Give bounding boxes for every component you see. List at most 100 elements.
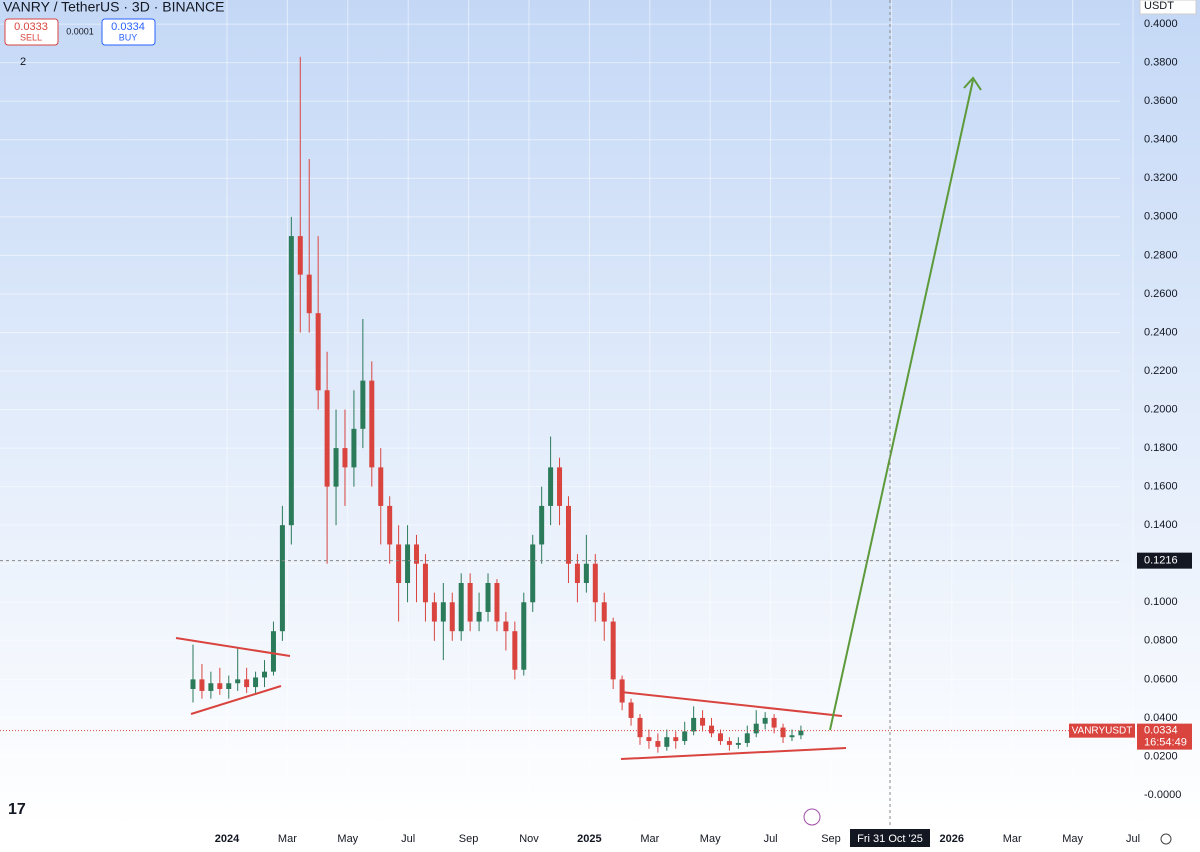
- x-tick-label: Sep: [821, 833, 841, 845]
- candle-body: [467, 583, 473, 622]
- candle-body: [208, 683, 214, 691]
- x-tick-label: Mar: [278, 833, 297, 845]
- candle-body: [628, 702, 634, 718]
- candle-body: [297, 236, 303, 275]
- candle-body: [780, 727, 786, 738]
- x-tick-label: May: [337, 833, 358, 845]
- candle-body: [494, 583, 500, 622]
- candle-body: [226, 683, 232, 690]
- price-tag: [1137, 723, 1192, 750]
- symbol-tag: [1069, 723, 1135, 738]
- candle-body: [342, 448, 348, 468]
- settings-icon[interactable]: [1160, 833, 1172, 845]
- y-tick-label: 0.1600: [1144, 481, 1178, 493]
- candle-body: [548, 467, 554, 506]
- crosshair-time: Fri 31 Oct '25: [857, 833, 923, 845]
- candle-body: [700, 717, 706, 726]
- candle-body: [753, 723, 759, 734]
- x-tick-label: May: [700, 833, 721, 845]
- candle-body: [431, 602, 437, 622]
- x-tick-label: Mar: [1003, 833, 1022, 845]
- candle-body: [235, 679, 241, 684]
- y-tick-label: 0.2800: [1144, 249, 1178, 261]
- candle-body: [458, 583, 464, 632]
- candle-body: [396, 544, 402, 584]
- sell-label: SELL: [20, 32, 42, 42]
- x-tick-label: 2026: [940, 833, 964, 845]
- x-tick-label: Jul: [764, 833, 778, 845]
- x-tick-label: Mar: [640, 833, 659, 845]
- symbol-tag-text: VANRYUSDT: [1072, 725, 1133, 736]
- candle-body: [360, 380, 366, 429]
- candle-body: [262, 671, 268, 678]
- y-tick-label: 0.0400: [1144, 712, 1178, 724]
- candle-body: [637, 717, 643, 738]
- candle-body: [592, 563, 598, 603]
- y-tick-label: 0.3200: [1144, 172, 1178, 184]
- candle-body: [682, 731, 688, 742]
- buy-button[interactable]: [101, 18, 156, 46]
- candle-body: [691, 717, 697, 732]
- lightning-icon[interactable]: [803, 808, 821, 826]
- candle-body: [664, 737, 670, 747]
- currency-button[interactable]: [1139, 0, 1197, 15]
- currency: USDT: [1144, 0, 1174, 12]
- crosshair-price: 0.1216: [1144, 555, 1178, 567]
- x-tick-label: Nov: [519, 833, 539, 845]
- y-tick-label: 0.4000: [1144, 18, 1178, 30]
- candle-body: [315, 313, 321, 391]
- candle-body: [449, 602, 455, 632]
- x-tick-label: 2024: [215, 833, 240, 845]
- y-tick-label: 0.1000: [1144, 596, 1178, 608]
- candle-body: [771, 717, 777, 728]
- plot-bg: [0, 0, 1200, 827]
- sell-price: 0.0333: [14, 21, 48, 33]
- x-tick-label: Jul: [1126, 833, 1140, 845]
- y-tick-label: -0.0000: [1144, 789, 1181, 801]
- crosshair-price-tag: [1137, 552, 1192, 569]
- y-tick-label: 0.2400: [1144, 326, 1178, 338]
- x-tick-label: Sep: [459, 833, 479, 845]
- price-tag-text: 0.0334: [1144, 725, 1178, 737]
- candle-body: [387, 505, 393, 545]
- x-tick-label: Jul: [401, 833, 415, 845]
- candle-body: [583, 563, 589, 584]
- y-tick-label: 0.1400: [1144, 519, 1178, 531]
- y-tick-label: 0.3000: [1144, 211, 1178, 223]
- candle-body: [351, 428, 357, 468]
- sell-button[interactable]: [4, 18, 59, 46]
- y-tick-label: 0.3800: [1144, 57, 1178, 69]
- candle-body: [646, 737, 652, 742]
- y-tick-label: 0.3400: [1144, 134, 1178, 146]
- candle-body: [333, 448, 339, 487]
- crosshair-time-tag: [850, 829, 930, 847]
- candle-body: [244, 679, 250, 688]
- candle-body: [485, 583, 491, 612]
- candle-body: [565, 505, 571, 564]
- candle-body: [744, 733, 750, 743]
- candle-body: [574, 563, 580, 584]
- candle-body: [798, 730, 804, 736]
- candle-body: [539, 505, 545, 545]
- candle-body: [190, 679, 196, 690]
- candle-body: [601, 602, 607, 622]
- drawings: [175, 76, 982, 760]
- candle-body: [288, 236, 294, 526]
- candle-body: [530, 544, 536, 603]
- y-tick-label: 0.0800: [1144, 635, 1178, 647]
- candle-body: [378, 467, 384, 506]
- candle-body: [557, 467, 563, 506]
- candle-body: [619, 679, 625, 703]
- candle-body: [414, 544, 419, 564]
- candle-body: [440, 602, 446, 622]
- buy-price: 0.0334: [111, 21, 145, 33]
- y-tick-label: 0.1800: [1144, 442, 1178, 454]
- candle-body: [369, 380, 375, 468]
- candle-body: [422, 563, 428, 603]
- candle-body: [476, 611, 482, 622]
- y-tick-label: 0.0600: [1144, 673, 1178, 685]
- candle-body: [253, 677, 259, 688]
- candle-body: [324, 390, 330, 487]
- candle-body: [673, 737, 679, 742]
